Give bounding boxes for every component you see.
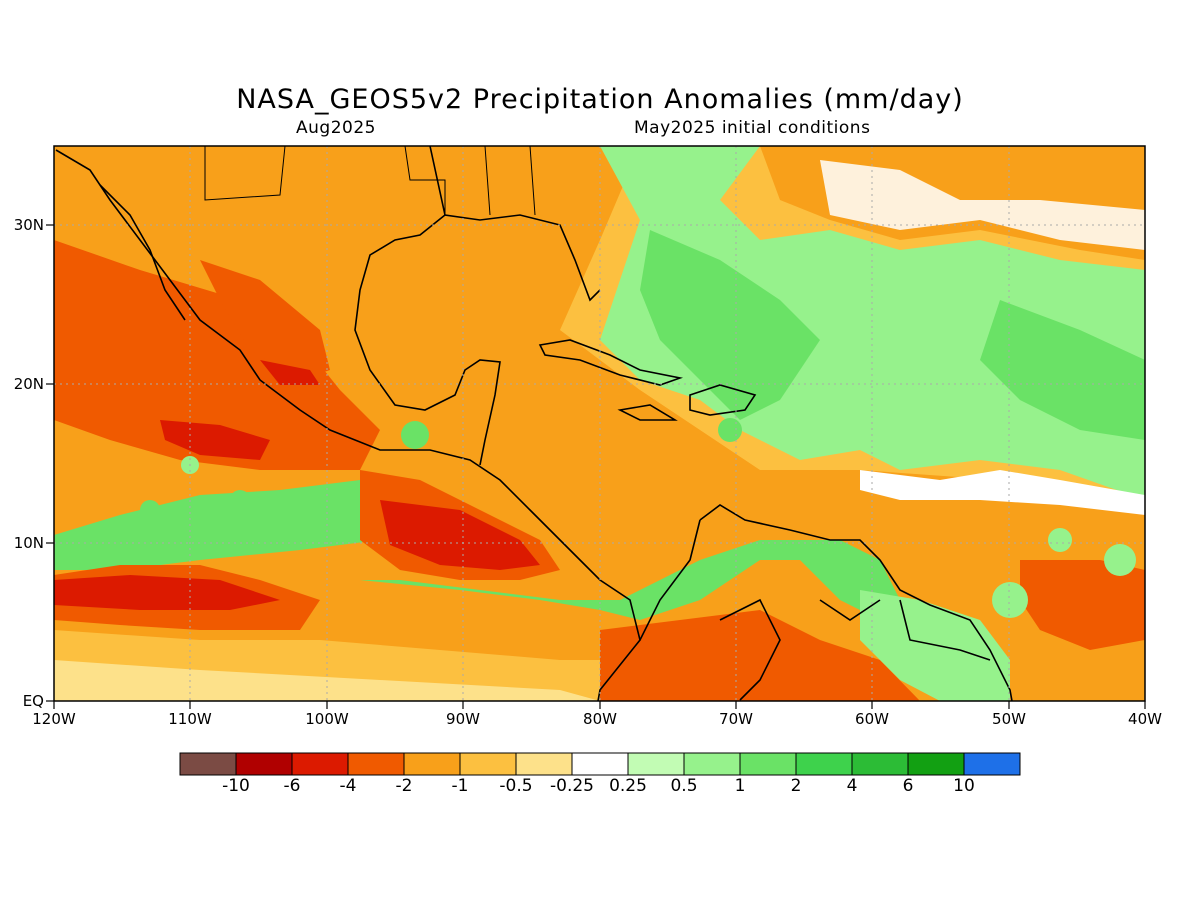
colorbar-swatch (907, 752, 965, 776)
colorbar-swatch (963, 752, 1021, 776)
colorbar-swatch (235, 752, 293, 776)
lon-label-50w: 50W (992, 710, 1026, 728)
axis-ticks (46, 224, 1146, 709)
colorbar-label: -0.5 (499, 776, 533, 796)
colorbar-label: 6 (902, 776, 914, 796)
colorbar-label: 0.25 (609, 776, 647, 796)
colorbar-swatch (851, 752, 909, 776)
lon-label-110w: 110W (168, 710, 212, 728)
colorbar-label: 10 (953, 776, 975, 796)
lat-label-eq: EQ (22, 692, 44, 710)
colorbar-swatch (739, 752, 797, 776)
colorbar-label: -10 (222, 776, 250, 796)
colorbar-swatch (179, 752, 237, 776)
colorbar-label: 1 (734, 776, 746, 796)
colorbar-swatch (459, 752, 517, 776)
colorbar-label: 0.5 (670, 776, 698, 796)
lat-label-20n: 20N (13, 375, 44, 393)
colorbar-swatch (683, 752, 741, 776)
colorbar-label: -1 (451, 776, 469, 796)
forecast-month: Aug2025 (296, 118, 376, 138)
lon-label-70w: 70W (719, 710, 753, 728)
lat-label-10n: 10N (13, 534, 44, 552)
colorbar-label: 4 (846, 776, 858, 796)
lon-label-90w: 90W (446, 710, 480, 728)
colorbar-swatch (347, 752, 405, 776)
colorbar-label: -6 (283, 776, 301, 796)
colorbar-swatch (795, 752, 853, 776)
colorbar-swatch (291, 752, 349, 776)
lon-label-60w: 60W (855, 710, 889, 728)
lat-label-30n: 30N (13, 216, 44, 234)
lon-label-80w: 80W (583, 710, 617, 728)
colorbar-label: -0.25 (550, 776, 594, 796)
colorbar-swatch (571, 752, 629, 776)
map-title: NASA_GEOS5v2 Precipitation Anomalies (mm… (236, 84, 964, 115)
coastline-lines (55, 145, 1013, 702)
colorbar (179, 752, 1021, 776)
lon-label-100w: 100W (305, 710, 349, 728)
lon-label-120w: 120W (32, 710, 76, 728)
colorbar-swatch (403, 752, 461, 776)
colorbar-label: -2 (395, 776, 413, 796)
political-boundaries (204, 145, 536, 216)
colorbar-swatch (627, 752, 685, 776)
graticule (54, 146, 1145, 701)
lon-label-40w: 40W (1128, 710, 1162, 728)
colorbar-label: -4 (339, 776, 357, 796)
initial-conditions-label: May2025 initial conditions (634, 118, 871, 138)
colorbar-label: 2 (790, 776, 802, 796)
colorbar-swatch (515, 752, 573, 776)
